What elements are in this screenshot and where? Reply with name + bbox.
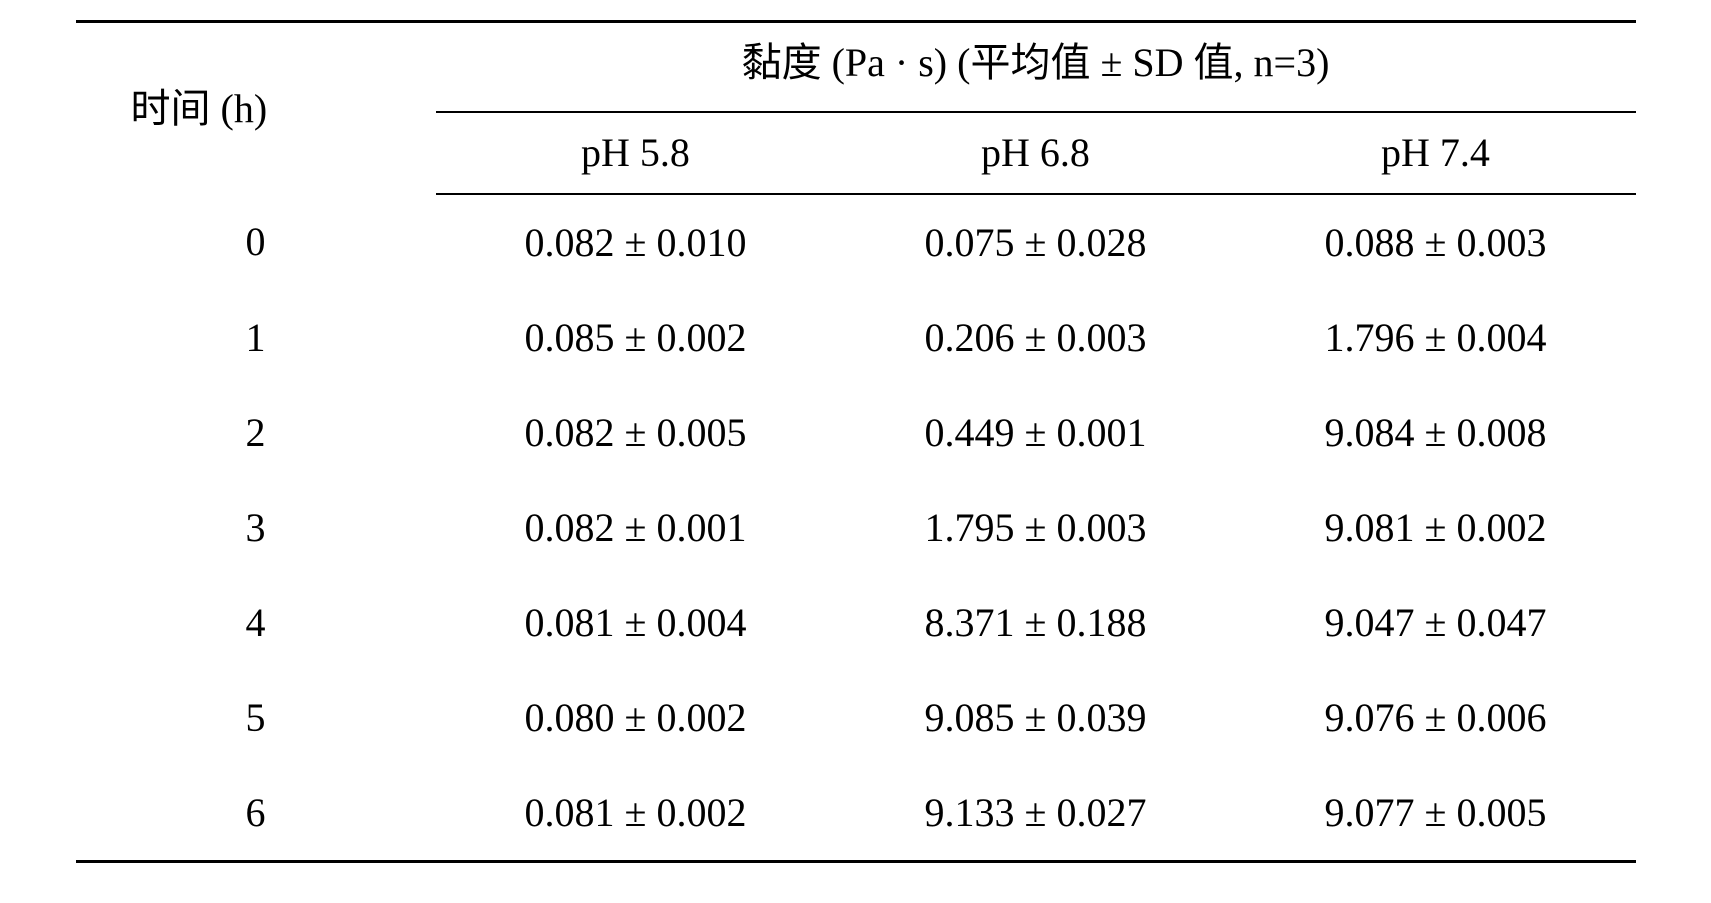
cell-ph58: 0.085 ± 0.002: [436, 290, 836, 385]
viscosity-table: 时间 (h) 黏度 (Pa · s) (平均值 ± SD 值, n=3) pH …: [76, 20, 1636, 863]
table-row: 3 0.082 ± 0.001 1.795 ± 0.003 9.081 ± 0.…: [76, 480, 1636, 575]
cell-ph74: 9.076 ± 0.006: [1236, 670, 1636, 765]
cell-ph74: 9.077 ± 0.005: [1236, 765, 1636, 862]
cell-ph74: 9.084 ± 0.008: [1236, 385, 1636, 480]
cell-time: 1: [76, 290, 436, 385]
table-header: 时间 (h) 黏度 (Pa · s) (平均值 ± SD 值, n=3) pH …: [76, 22, 1636, 195]
cell-ph58: 0.081 ± 0.002: [436, 765, 836, 862]
cell-ph68: 9.133 ± 0.027: [836, 765, 1236, 862]
table-row: 1 0.085 ± 0.002 0.206 ± 0.003 1.796 ± 0.…: [76, 290, 1636, 385]
table-row: 0 0.082 ± 0.010 0.075 ± 0.028 0.088 ± 0.…: [76, 194, 1636, 290]
cell-ph58: 0.082 ± 0.005: [436, 385, 836, 480]
cell-ph58: 0.082 ± 0.010: [436, 194, 836, 290]
cell-time: 3: [76, 480, 436, 575]
cell-time: 6: [76, 765, 436, 862]
cell-time: 5: [76, 670, 436, 765]
cell-time: 2: [76, 385, 436, 480]
col-header-spanner: 黏度 (Pa · s) (平均值 ± SD 值, n=3): [436, 22, 1636, 113]
header-row-1: 时间 (h) 黏度 (Pa · s) (平均值 ± SD 值, n=3): [76, 22, 1636, 113]
table-row: 2 0.082 ± 0.005 0.449 ± 0.001 9.084 ± 0.…: [76, 385, 1636, 480]
col-header-time: 时间 (h): [76, 22, 436, 195]
cell-ph74: 1.796 ± 0.004: [1236, 290, 1636, 385]
cell-time: 0: [76, 194, 436, 290]
cell-ph68: 8.371 ± 0.188: [836, 575, 1236, 670]
cell-ph68: 1.795 ± 0.003: [836, 480, 1236, 575]
table-row: 5 0.080 ± 0.002 9.085 ± 0.039 9.076 ± 0.…: [76, 670, 1636, 765]
viscosity-table-container: 时间 (h) 黏度 (Pa · s) (平均值 ± SD 值, n=3) pH …: [76, 20, 1636, 863]
col-header-ph74: pH 7.4: [1236, 112, 1636, 194]
cell-ph58: 0.081 ± 0.004: [436, 575, 836, 670]
cell-ph68: 0.075 ± 0.028: [836, 194, 1236, 290]
cell-ph58: 0.082 ± 0.001: [436, 480, 836, 575]
col-header-ph68: pH 6.8: [836, 112, 1236, 194]
cell-ph58: 0.080 ± 0.002: [436, 670, 836, 765]
cell-ph68: 9.085 ± 0.039: [836, 670, 1236, 765]
table-row: 4 0.081 ± 0.004 8.371 ± 0.188 9.047 ± 0.…: [76, 575, 1636, 670]
cell-ph68: 0.449 ± 0.001: [836, 385, 1236, 480]
cell-ph74: 0.088 ± 0.003: [1236, 194, 1636, 290]
cell-ph74: 9.047 ± 0.047: [1236, 575, 1636, 670]
cell-ph74: 9.081 ± 0.002: [1236, 480, 1636, 575]
cell-time: 4: [76, 575, 436, 670]
table-row: 6 0.081 ± 0.002 9.133 ± 0.027 9.077 ± 0.…: [76, 765, 1636, 862]
table-body: 0 0.082 ± 0.010 0.075 ± 0.028 0.088 ± 0.…: [76, 194, 1636, 862]
col-header-ph58: pH 5.8: [436, 112, 836, 194]
cell-ph68: 0.206 ± 0.003: [836, 290, 1236, 385]
